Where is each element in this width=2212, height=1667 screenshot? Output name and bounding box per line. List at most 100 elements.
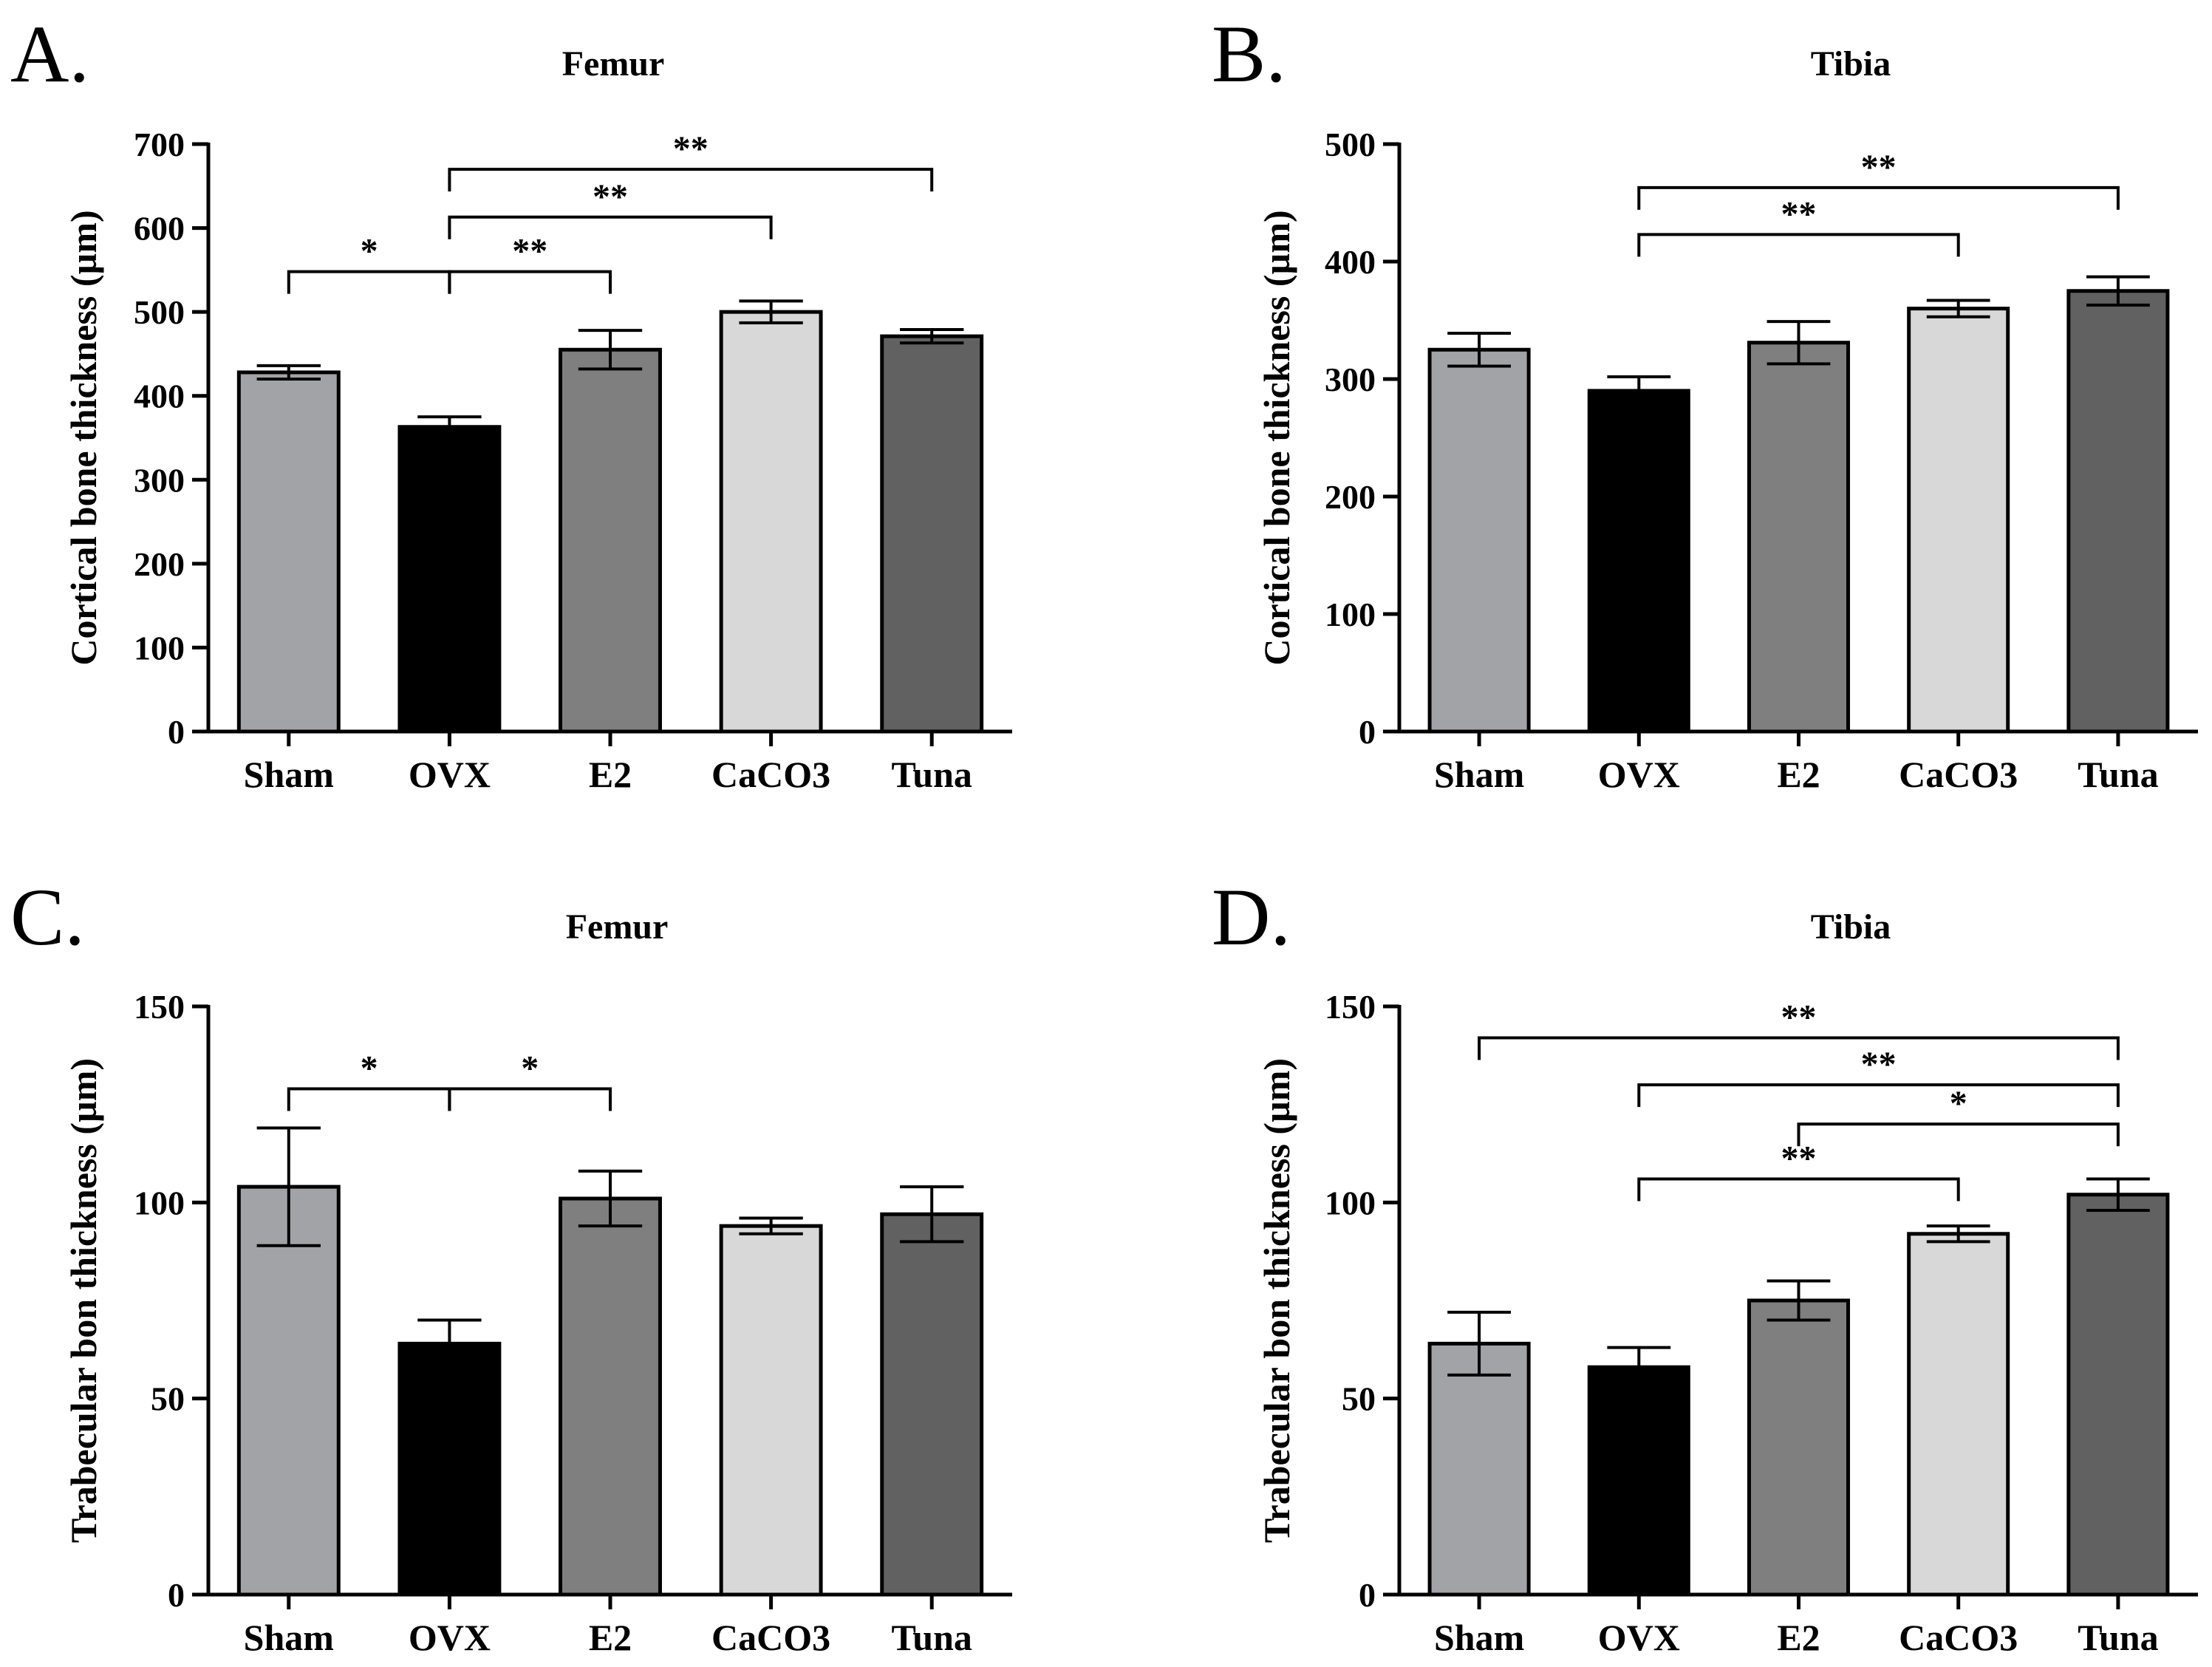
x-tick-label-e2: E2 [589,1617,632,1658]
y-tick-label: 100 [1325,596,1376,633]
x-tick-label-caco3: CaCO3 [1899,1617,2018,1658]
x-tick-label-tuna: Tuna [2078,1617,2158,1658]
y-axis-title: Trabecular bon thickness (µm) [63,1058,104,1543]
y-tick-label: 0 [168,1576,185,1614]
panel-1: A. Femur 0 100 200 300 400 500 600 700 Sham OVX E2 Ca… [10,9,1012,795]
significance-label: ** [1861,1045,1897,1084]
significance-label: * [361,232,378,271]
x-tick-label-ovx: OVX [1598,1617,1680,1658]
panel-letter: A. [10,9,89,99]
y-tick-label: 100 [134,629,185,667]
significance-bracket [448,1087,612,1111]
chart-title: Tibia [1811,44,1891,83]
panel-letter: B. [1212,9,1286,99]
panel-letter: D. [1212,872,1291,962]
significance-label: ** [1781,194,1817,233]
x-tick-label-tuna: Tuna [2078,754,2158,795]
x-tick-label-caco3: CaCO3 [1899,754,2018,795]
x-tick-label-ovx: OVX [409,754,491,795]
panel-4: D. Tibia 0 50 100 150 Sham OVX E2 CaCO3 Tuna Trabec… [1212,872,2198,1658]
bar-ovx [397,1341,502,1597]
significance-label: ** [512,232,547,271]
bar-tuna [880,334,984,734]
bar-caco3 [1907,307,2010,734]
significance-bracket [1637,233,1960,257]
significance-bracket [1637,1083,2120,1108]
y-tick-label: 100 [134,1184,185,1221]
y-tick-label: 150 [134,988,185,1026]
bar-e2 [1747,1298,1851,1597]
significance-label: * [1950,1084,1967,1123]
bar-tuna [2066,1193,2170,1597]
x-tick-label-sham: Sham [1434,1617,1524,1658]
y-axis-title: Cortical bone thickness (µm) [63,210,104,665]
bar-caco3 [719,1224,823,1597]
chart-title: Femur [566,907,669,947]
y-axis-title: Trabecular bon thickness (µm) [1256,1058,1297,1543]
x-tick-label-ovx: OVX [409,1617,491,1658]
bar-e2 [559,347,662,734]
chart-title: Tibia [1811,907,1891,947]
y-axis-title: Cortical bone thickness (µm) [1256,210,1297,665]
bar-ovx [1587,1365,1690,1597]
significance-bracket [1478,1036,2120,1060]
significance-label: ** [1861,148,1897,187]
chart-title: Femur [562,44,665,83]
significance-bracket [448,168,934,192]
y-tick-label: 700 [134,126,185,163]
significance-label: ** [1781,998,1817,1037]
y-tick-label: 200 [134,545,185,583]
y-tick-label: 400 [134,378,185,415]
x-tick-label-e2: E2 [589,754,632,795]
significance-label: * [521,1049,539,1088]
x-tick-label-tuna: Tuna [892,1617,972,1658]
y-tick-label: 0 [1359,1576,1376,1614]
y-tick-label: 100 [1325,1184,1376,1221]
y-tick-label: 400 [1325,243,1376,281]
significance-bracket [1637,1177,1960,1201]
x-tick-label-caco3: CaCO3 [711,754,830,795]
bar-ovx [397,425,502,734]
significance-bracket [448,270,612,294]
x-tick-label-e2: E2 [1777,754,1820,795]
panel-3: C. Femur 0 50 100 150 Sham OVX E2 CaCO3 Tuna Trabec… [10,872,1012,1658]
significance-label: ** [673,129,709,168]
bar-e2 [1747,341,1851,734]
y-tick-label: 0 [1359,713,1376,751]
bar-caco3 [1907,1232,2010,1597]
x-tick-label-caco3: CaCO3 [711,1617,830,1658]
bar-sham [1427,1341,1531,1597]
y-tick-label: 500 [134,293,185,331]
y-tick-label: 200 [1325,478,1376,516]
significance-bracket [1797,1122,2120,1147]
panel-2: B. Tibia 0 100 200 300 400 500 Sham OVX E2 CaCO3 Tun… [1212,9,2198,795]
bar-sham [1427,347,1531,734]
y-tick-label: 0 [168,713,185,751]
y-tick-label: 600 [134,210,185,248]
bar-ovx [1587,389,1690,734]
bar-caco3 [719,310,823,734]
y-tick-label: 300 [134,461,185,499]
panel-letter: C. [10,872,85,962]
bar-e2 [559,1196,662,1597]
significance-bracket [448,215,773,239]
significance-label: ** [593,177,628,217]
bar-sham [236,1184,341,1597]
bar-tuna [2066,289,2170,734]
x-tick-label-sham: Sham [1434,754,1524,795]
y-tick-label: 150 [1325,988,1376,1026]
x-tick-label-sham: Sham [244,1617,334,1658]
y-tick-label: 50 [151,1380,185,1418]
x-tick-label-tuna: Tuna [892,754,972,795]
x-tick-label-sham: Sham [244,754,334,795]
y-tick-label: 500 [1325,126,1376,163]
bar-tuna [880,1212,984,1597]
significance-label: * [361,1049,378,1088]
y-tick-label: 50 [1342,1380,1376,1418]
x-tick-label-ovx: OVX [1598,754,1680,795]
y-tick-label: 300 [1325,361,1376,398]
x-tick-label-e2: E2 [1777,1617,1820,1658]
bar-sham [236,370,341,734]
